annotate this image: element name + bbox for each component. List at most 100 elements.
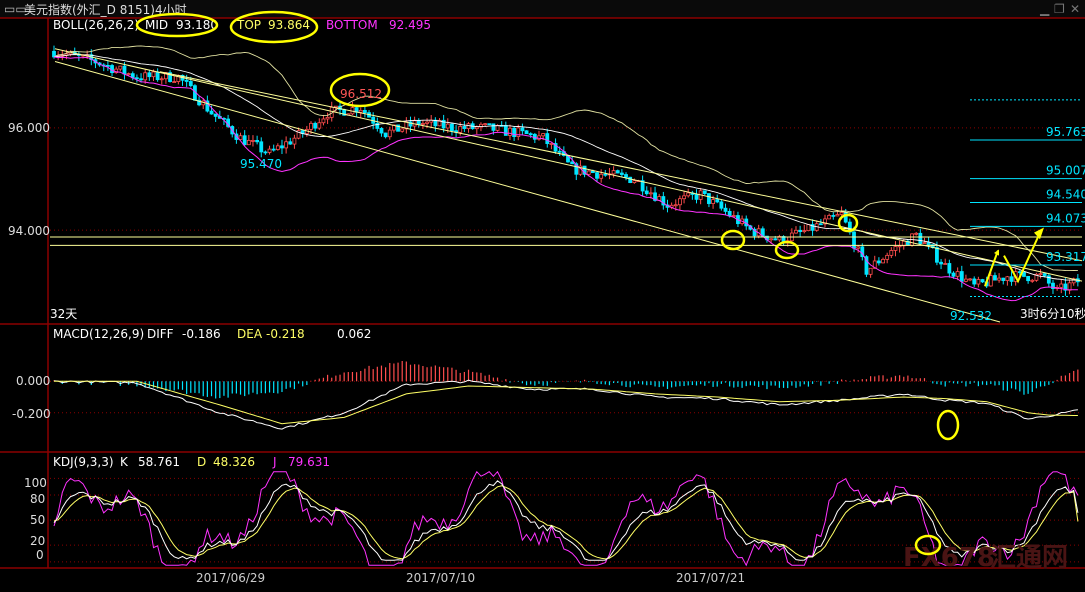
fx678-watermark: FX678 汇通网 bbox=[903, 543, 1068, 573]
candle-body bbox=[549, 143, 554, 145]
candle-body bbox=[926, 242, 931, 246]
macd-name: MACD(12,26,9) bbox=[53, 327, 144, 341]
candle-body bbox=[599, 173, 604, 179]
j-line bbox=[53, 470, 1079, 567]
macd-dea-value: -0.218 bbox=[266, 327, 305, 341]
kdj-j-label: J bbox=[272, 455, 277, 469]
close-icon[interactable]: ✕ bbox=[1070, 2, 1080, 16]
highlight-ellipse bbox=[914, 534, 942, 556]
restore-icon[interactable]: ❐ bbox=[1054, 2, 1065, 16]
level-label: 95.763 bbox=[1046, 125, 1085, 139]
candle-body bbox=[321, 118, 326, 124]
candle-body bbox=[632, 180, 637, 184]
candle-body bbox=[1059, 283, 1064, 288]
candle-body bbox=[1038, 273, 1043, 276]
candle-body bbox=[777, 236, 782, 241]
candle-body bbox=[512, 127, 517, 137]
minimize-icon[interactable]: ▁ bbox=[1039, 2, 1050, 16]
candle-body bbox=[118, 65, 123, 70]
candle-body bbox=[868, 267, 873, 275]
kdj-k-label: K bbox=[120, 455, 129, 469]
candle-body bbox=[520, 127, 525, 132]
candle-body bbox=[408, 121, 413, 127]
candle-body bbox=[595, 172, 599, 179]
candle-body bbox=[678, 198, 682, 206]
candle-body bbox=[806, 224, 811, 232]
peak-price-label: 96.512 bbox=[340, 87, 382, 101]
boll-mid-line bbox=[53, 54, 1078, 281]
candle-body bbox=[516, 127, 521, 137]
candle-body bbox=[972, 278, 977, 285]
candle-body bbox=[964, 278, 968, 282]
kdj-tick-100: 100 bbox=[24, 476, 47, 490]
candle-body bbox=[590, 170, 595, 174]
candle-body bbox=[396, 124, 400, 132]
level-label: 95.007 bbox=[1046, 164, 1085, 178]
candle-body bbox=[483, 123, 487, 126]
candle-body bbox=[955, 271, 960, 277]
kdj-tick-80: 80 bbox=[30, 492, 45, 506]
candle-body bbox=[897, 245, 902, 248]
candle-body bbox=[653, 192, 657, 201]
candle-body bbox=[980, 279, 985, 283]
candle-body bbox=[242, 135, 247, 146]
candle-body bbox=[876, 260, 881, 264]
candle-body bbox=[586, 170, 591, 175]
candle-body bbox=[450, 123, 454, 132]
dea-line bbox=[54, 380, 1078, 425]
candle-body bbox=[1005, 276, 1010, 281]
candle-body bbox=[238, 135, 243, 140]
candle-body bbox=[280, 145, 284, 149]
price-series bbox=[50, 45, 1083, 323]
candle-body bbox=[889, 250, 894, 256]
candle-body bbox=[711, 199, 715, 204]
candle-body bbox=[400, 128, 405, 132]
candle-body bbox=[673, 204, 678, 207]
candle-body bbox=[823, 218, 827, 225]
candle-body bbox=[893, 246, 898, 251]
candle-body bbox=[508, 127, 512, 136]
double-dash-menu-icon[interactable]: ▭▭ bbox=[4, 2, 27, 16]
candle-body bbox=[839, 212, 844, 215]
candle-body bbox=[827, 215, 832, 220]
period-label: 32天 bbox=[50, 307, 77, 321]
candle-body bbox=[1026, 276, 1031, 282]
candle-body bbox=[139, 78, 143, 81]
candle-body bbox=[437, 119, 442, 127]
price-tick-96: 96.000 bbox=[8, 121, 50, 135]
candle-body bbox=[707, 193, 711, 204]
candle-body bbox=[611, 170, 616, 175]
highlight-ellipse bbox=[135, 12, 219, 38]
candle-body bbox=[491, 123, 496, 131]
candle-body bbox=[545, 133, 550, 144]
candle-body bbox=[541, 133, 546, 137]
candle-body bbox=[275, 145, 280, 150]
candle-body bbox=[644, 190, 649, 195]
kdj-d-value: 48.326 bbox=[213, 455, 255, 469]
candle-body bbox=[267, 148, 272, 153]
candle-body bbox=[313, 122, 318, 129]
macd-tick-neg: -0.200 bbox=[12, 407, 51, 421]
candle-body bbox=[1022, 271, 1026, 277]
candle-body bbox=[959, 271, 964, 282]
candle-body bbox=[105, 65, 110, 67]
candle-body bbox=[694, 194, 699, 200]
candle-body bbox=[172, 81, 177, 83]
candle-body bbox=[1001, 277, 1006, 281]
candle-body bbox=[1063, 283, 1068, 291]
candle-body bbox=[362, 109, 367, 114]
candle-body bbox=[271, 148, 276, 151]
candle-body bbox=[922, 242, 927, 244]
candle-body bbox=[976, 279, 981, 285]
candle-body bbox=[375, 122, 380, 129]
highlight-ellipse bbox=[837, 213, 859, 233]
candle-body bbox=[143, 72, 148, 81]
boll-legend: BOLL(26,26,2) MID 93.180 TOP 93.864 BOTT… bbox=[53, 18, 431, 32]
candle-body bbox=[537, 135, 541, 140]
watermark-brand: FX678 bbox=[903, 543, 995, 573]
candle-body bbox=[831, 215, 836, 217]
d-line bbox=[53, 485, 1079, 560]
macd-dea-label: DEA bbox=[237, 327, 263, 341]
kdj-k-value: 58.761 bbox=[138, 455, 180, 469]
